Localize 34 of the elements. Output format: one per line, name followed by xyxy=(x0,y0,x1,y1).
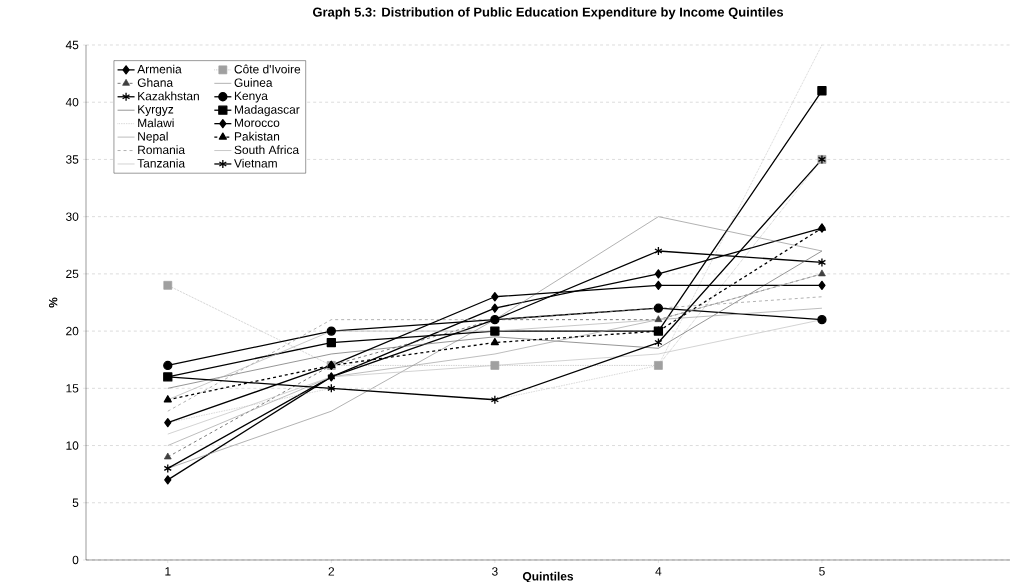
chart-title: Graph 5.3: Distribution of Public Education Expenditure by Income Quintiles xyxy=(312,7,784,20)
y-tick-label: 25 xyxy=(66,269,79,279)
legend-label: Kazakhstan xyxy=(138,91,199,101)
legend-label: Malawi xyxy=(138,118,174,128)
legend-label: Nepal xyxy=(138,131,168,144)
y-tick-label: 15 xyxy=(66,384,79,393)
x-tick-label: 5 xyxy=(819,567,825,576)
legend-label: Pakistan xyxy=(234,131,280,141)
y-tick-label: 40 xyxy=(65,97,79,107)
legend-label: Vietnam xyxy=(234,158,277,168)
legend-label: Guinea xyxy=(234,78,273,87)
x-tick-label: 4 xyxy=(655,567,662,576)
y-tick-label: 0 xyxy=(72,555,79,565)
x-tick-label: 1 xyxy=(165,567,171,576)
legend-label: Kyrgyz xyxy=(138,105,174,116)
y-tick-label: 20 xyxy=(66,326,79,336)
y-tick-label: 5 xyxy=(72,498,79,507)
x-tick-label: 3 xyxy=(491,567,498,576)
y-axis-title: % xyxy=(48,297,58,308)
legend-label: Morocco xyxy=(234,118,280,127)
y-tick-label: 30 xyxy=(65,212,79,221)
x-axis-title: Quintiles xyxy=(522,571,574,582)
legend-label: Côte d'Ivoire xyxy=(234,64,301,74)
y-tick-label: 10 xyxy=(66,441,79,450)
y-tick-label: 35 xyxy=(65,155,79,164)
legend-label: Tanzania xyxy=(137,158,186,168)
legend-label: Ghana xyxy=(137,78,174,87)
legend-label: Kenya xyxy=(234,91,268,103)
y-tick-label: 45 xyxy=(65,40,79,50)
legend-label: Armenia xyxy=(137,64,182,74)
x-tick-label: 2 xyxy=(328,567,335,576)
legend-label: Romania xyxy=(138,145,186,155)
legend-label: South Africa xyxy=(234,145,300,155)
legend-label: Madagascar xyxy=(234,104,300,117)
